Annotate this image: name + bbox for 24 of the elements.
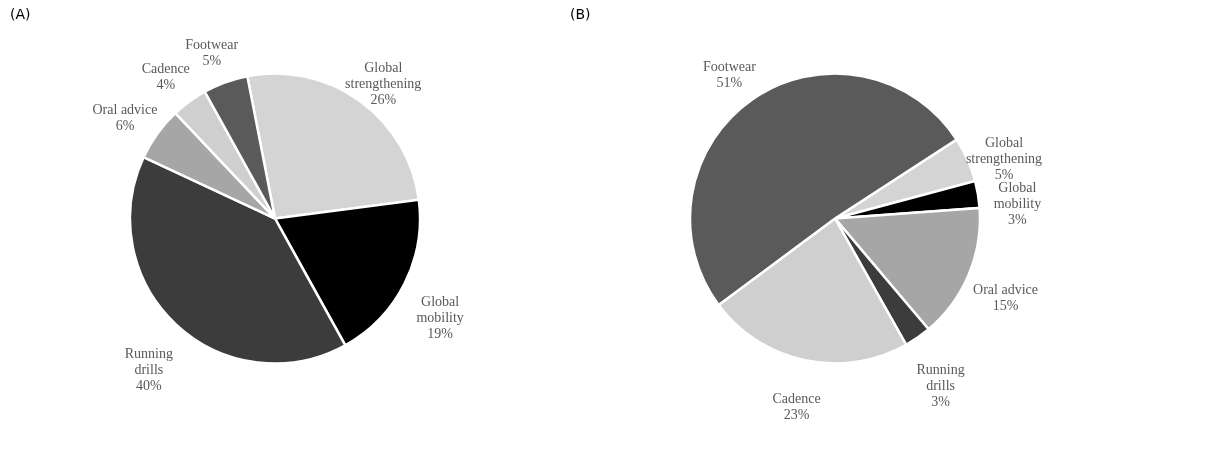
slice-label: Footwear bbox=[702, 58, 757, 74]
data-label: 3% bbox=[931, 394, 951, 410]
slice-label: Running drills bbox=[124, 345, 173, 377]
data-label: 3% bbox=[1008, 211, 1028, 227]
data-label: 15% bbox=[992, 298, 1019, 314]
data-label: 26% bbox=[370, 92, 397, 108]
data-label: 4% bbox=[156, 77, 176, 93]
slice-label: Global mobility bbox=[416, 293, 464, 325]
slice-label: Cadence bbox=[141, 61, 190, 77]
data-label: 23% bbox=[783, 407, 810, 423]
slice-label: Running drills bbox=[916, 362, 965, 394]
chart-title: (B) bbox=[570, 6, 591, 22]
slice-label: Cadence bbox=[772, 391, 821, 407]
slice-label: Oral advice bbox=[92, 102, 158, 118]
data-label: 5% bbox=[202, 52, 222, 68]
slice-label: Global strengthening bbox=[965, 135, 1043, 167]
data-label: 51% bbox=[716, 74, 743, 90]
data-label: 19% bbox=[427, 325, 454, 341]
slice-label: Global strengthening bbox=[345, 60, 422, 92]
data-label: 40% bbox=[135, 377, 162, 393]
data-label: 6% bbox=[115, 118, 135, 134]
slice-label: Footwear bbox=[185, 36, 239, 52]
slice-label: Oral advice bbox=[973, 282, 1039, 298]
chart-title: (A) bbox=[10, 6, 31, 22]
